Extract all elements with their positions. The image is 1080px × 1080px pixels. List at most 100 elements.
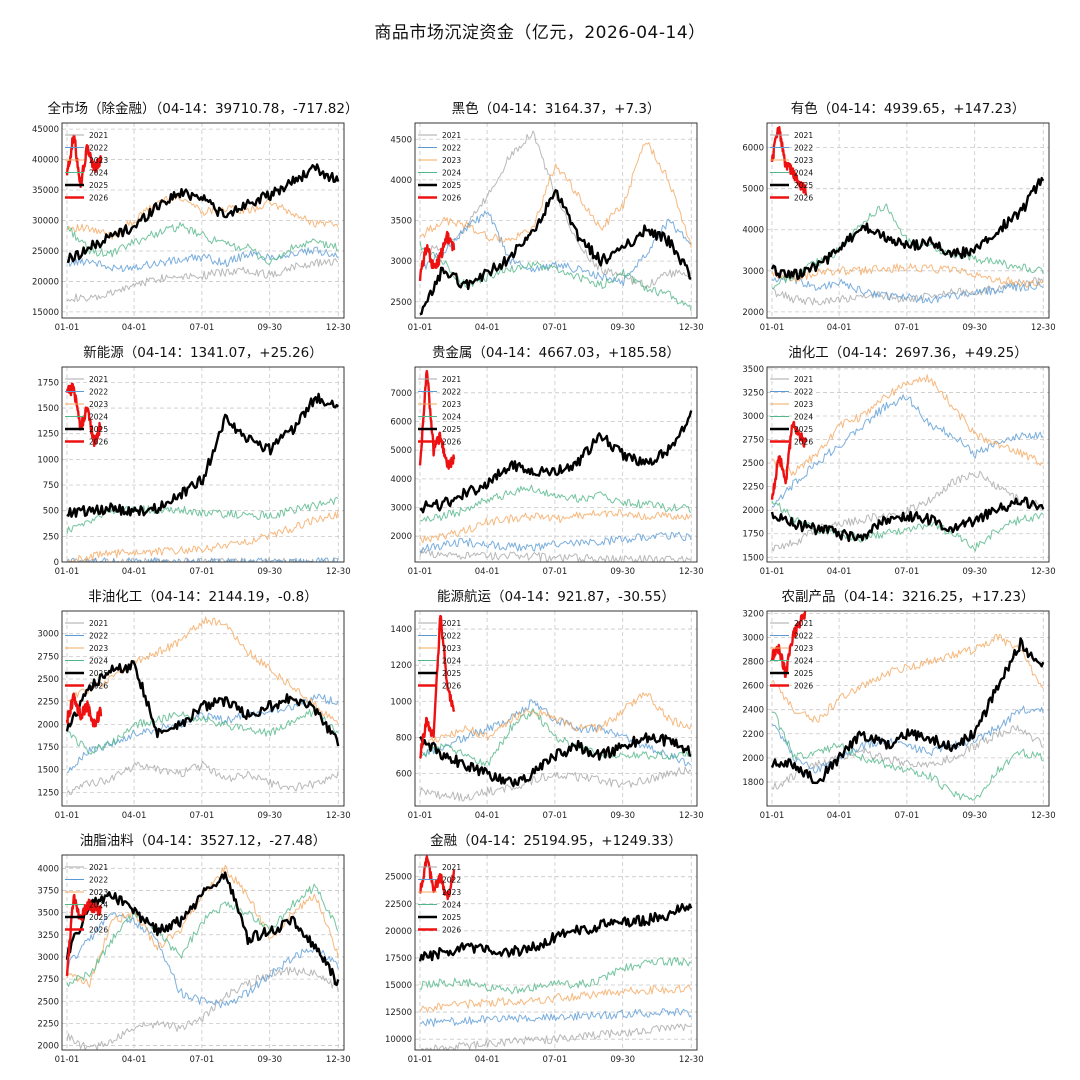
series-line-2025 [770,637,1045,785]
x-tick-label: 09-30 [962,567,987,577]
legend-label: 2025 [89,181,108,190]
y-tick-label: 2750 [37,975,59,985]
series-line-2022 [66,246,339,273]
series-line-2026 [770,420,808,500]
legend-label: 2023 [794,156,813,165]
legend-label: 2023 [442,400,461,409]
series-line-2022 [419,210,692,286]
y-tick-label: 6000 [742,144,764,154]
chart-panel: 贵金属（04-14：4667.03，+185.58） 2000 3000 4000 50… [390,345,703,577]
y-tick-label: 2500 [390,298,412,308]
x-tick-label: 01-01 [55,567,80,577]
legend-label: 2023 [89,888,108,897]
legend-label: 2023 [442,156,461,165]
x-tick-label: 07-01 [895,811,920,821]
series-line-2021 [771,470,1044,552]
y-tick-label: 1750 [37,378,59,388]
chart-title: 非油化工（04-14：2144.19，-0.8） [88,589,317,605]
chart-panel: 油脂油料（04-14：3527.12，-27.48） 2000 2250 2500 27… [37,833,350,1065]
plot-frame [61,366,345,563]
series-line-2023 [66,509,339,562]
legend-label: 2022 [89,388,108,397]
y-tick-label: 40000 [32,156,59,166]
x-tick-label: 12-30 [1031,811,1056,821]
legend-label: 2022 [442,388,461,397]
series-line-2026 [419,855,456,901]
legend-label: 2026 [442,682,461,691]
x-tick-label: 09-30 [257,567,282,577]
x-tick-label: 12-30 [326,323,351,333]
y-tick-label: 2000 [390,532,412,542]
series-line-2026 [65,893,103,976]
y-tick-label: 7000 [390,389,412,399]
y-tick-label: 25000 [385,873,412,883]
x-tick-label: 09-30 [257,1055,282,1065]
series-line-2022 [419,699,692,767]
x-tick-label: 12-30 [679,1055,704,1065]
x-tick-label: 04-01 [475,567,500,577]
y-tick-label: 1500 [37,404,59,414]
y-tick-label: 3000 [742,412,764,422]
x-tick-label: 01-01 [55,811,80,821]
y-tick-label: 2250 [742,483,764,493]
legend-label: 2024 [442,901,461,910]
legend-label: 2024 [794,413,813,422]
legend-label: 2022 [794,632,813,641]
x-tick-label: 07-01 [190,811,215,821]
y-tick-label: 1750 [742,530,764,540]
plot-frame [766,122,1050,319]
page-title: 商品市场沉淀资金（亿元，2026-04-14） [374,23,706,43]
series-line-2025 [66,392,340,518]
series-line-2025 [770,176,1045,281]
y-tick-label: 3000 [742,633,764,643]
y-tick-label: 2250 [37,698,59,708]
y-tick-label: 2500 [742,459,764,469]
chart-panel: 黑色（04-14：3164.37，+7.3） 2500 3000 3500 4000 45… [390,100,703,333]
series-line-2021 [771,725,1044,790]
x-tick-label: 04-01 [122,1055,147,1065]
series-line-2026 [770,611,807,678]
legend-label: 2022 [442,144,461,153]
series-line-2023 [419,142,692,248]
series-line-2023 [419,984,692,1013]
chart-title: 能源航运（04-14：921.87，-30.55） [437,589,675,605]
legend-label: 2022 [442,876,461,885]
legend-label: 2021 [794,131,813,140]
chart-panel: 有色（04-14：4939.65，+147.23） 2000 3000 4000 500… [742,100,1055,333]
y-tick-label: 1400 [390,625,412,635]
series-line-2024 [66,497,339,535]
series-line-2022 [66,693,339,773]
y-tick-label: 1200 [390,661,412,671]
legend-label: 2025 [442,425,461,434]
series-line-2024 [66,883,339,987]
x-tick-label: 09-30 [610,323,635,333]
y-tick-label: 2000 [742,754,764,764]
series-line-2026 [418,369,456,470]
y-tick-label: 20000 [32,277,59,287]
x-tick-label: 01-01 [408,811,433,821]
x-tick-label: 04-01 [475,1055,500,1065]
series-line-2022 [771,276,1044,304]
legend-label: 2021 [89,619,108,628]
legend-label: 2021 [442,619,461,628]
x-tick-label: 09-30 [962,811,987,821]
x-tick-label: 07-01 [190,567,215,577]
x-tick-label: 07-01 [190,323,215,333]
legend-label: 2026 [442,438,461,447]
legend-label: 2021 [89,131,108,140]
series-line-2022 [419,531,692,554]
legend-label: 2025 [794,669,813,678]
y-tick-label: 1000 [390,697,412,707]
y-tick-label: 2600 [742,682,764,692]
x-tick-label: 04-01 [122,323,147,333]
series-line-2023 [419,692,692,750]
y-tick-label: 3500 [37,909,59,919]
series-line-2021 [420,1023,692,1050]
series-line-2023 [66,616,339,725]
legend-label: 2021 [442,131,461,140]
legend-label: 2026 [89,438,108,447]
chart-title: 贵金属（04-14：4667.03，+185.58） [432,345,680,361]
series-line-2022 [419,1008,692,1027]
legend-label: 2021 [794,375,813,384]
